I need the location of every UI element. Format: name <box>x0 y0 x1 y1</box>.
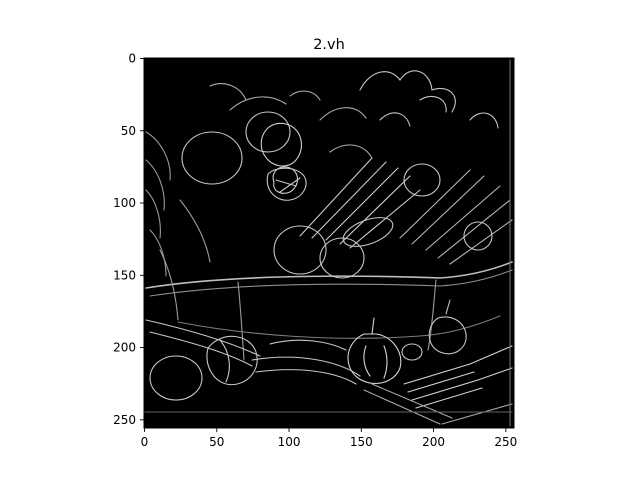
y-tick-label: 0 <box>128 52 136 66</box>
x-tick-label: 50 <box>209 435 224 449</box>
plot-area <box>143 57 515 429</box>
y-tick-label: 150 <box>113 268 136 282</box>
foreground-tomato-edge <box>149 355 203 401</box>
image-background <box>144 58 514 428</box>
basket-front-edge <box>159 249 437 361</box>
y-tick-label: 100 <box>113 196 136 210</box>
axes-frame <box>143 57 515 429</box>
fork-edge <box>403 345 513 409</box>
chart-title: 2.vh <box>313 37 345 53</box>
eggplant-edge <box>342 217 394 247</box>
pepper-edge <box>273 225 327 275</box>
x-tick-label: 0 <box>141 435 149 449</box>
round-veg-right-edge <box>463 221 493 251</box>
basket-body-edge <box>177 315 501 339</box>
y-tick-label: 250 <box>113 413 136 427</box>
tomato-center-edge <box>319 237 365 279</box>
y-axis: 0 50 100 150 200 250 <box>113 52 144 427</box>
y-tick-label: 50 <box>121 124 136 138</box>
x-tick-label: 100 <box>278 435 301 449</box>
celery-stalk-edge <box>299 157 421 249</box>
x-tick-label: 200 <box>422 435 445 449</box>
basket-rim-edge <box>145 261 513 289</box>
y-tick-label: 200 <box>113 341 136 355</box>
garlic-cluster-edge <box>266 167 307 201</box>
leek-edge <box>399 169 513 265</box>
edge-image <box>144 59 513 427</box>
tomato-upper-edge <box>245 111 291 153</box>
herb-leaves-edge <box>359 70 499 129</box>
basket-rim-inner-edge <box>149 269 513 297</box>
onion-right-edge <box>428 299 467 355</box>
x-axis: 0 50 100 150 200 250 <box>141 428 517 449</box>
left-leaves-edge <box>145 131 211 277</box>
basket-handle-edge <box>145 319 261 367</box>
x-tick-label: 250 <box>494 435 517 449</box>
small-onion-edge <box>401 343 423 361</box>
foreground-squash-edge <box>206 335 258 386</box>
tomato-left-edge <box>181 131 243 185</box>
carrot-edge <box>251 339 361 385</box>
tomato-right-edge <box>403 163 441 197</box>
upper-veg-edge <box>209 83 373 159</box>
garlic-bulb-edge <box>347 317 402 384</box>
x-tick-label: 150 <box>350 435 373 449</box>
